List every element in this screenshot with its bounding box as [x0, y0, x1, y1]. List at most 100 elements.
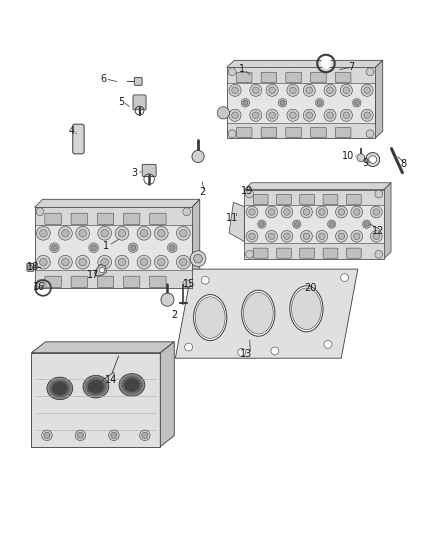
Circle shape — [266, 109, 278, 122]
Circle shape — [361, 109, 373, 122]
FancyBboxPatch shape — [133, 95, 146, 110]
Circle shape — [229, 109, 241, 122]
Circle shape — [252, 112, 259, 118]
Circle shape — [59, 227, 72, 240]
Circle shape — [118, 259, 126, 266]
FancyBboxPatch shape — [323, 248, 338, 258]
Circle shape — [353, 233, 360, 239]
Circle shape — [287, 84, 299, 96]
Polygon shape — [35, 270, 192, 288]
FancyBboxPatch shape — [73, 124, 84, 154]
Circle shape — [366, 152, 380, 166]
Polygon shape — [175, 269, 358, 358]
Circle shape — [180, 259, 187, 266]
Circle shape — [137, 255, 151, 269]
Circle shape — [232, 87, 238, 94]
Polygon shape — [160, 342, 174, 447]
Circle shape — [336, 230, 347, 242]
FancyBboxPatch shape — [286, 127, 301, 138]
Circle shape — [303, 209, 310, 215]
Circle shape — [324, 109, 336, 122]
Ellipse shape — [119, 374, 145, 396]
Text: 1: 1 — [103, 240, 110, 251]
Circle shape — [79, 230, 86, 237]
Text: 14: 14 — [105, 375, 117, 385]
Circle shape — [190, 251, 206, 266]
Circle shape — [318, 209, 325, 215]
Circle shape — [366, 130, 374, 138]
Circle shape — [109, 430, 119, 441]
Circle shape — [341, 274, 349, 281]
Circle shape — [246, 190, 254, 198]
FancyBboxPatch shape — [253, 248, 268, 258]
Text: 2: 2 — [171, 310, 177, 319]
Circle shape — [140, 259, 148, 266]
FancyBboxPatch shape — [300, 248, 314, 258]
Circle shape — [111, 432, 117, 439]
Circle shape — [317, 100, 322, 105]
Polygon shape — [229, 203, 244, 241]
Circle shape — [142, 432, 148, 439]
Circle shape — [361, 84, 373, 96]
Ellipse shape — [242, 290, 275, 336]
Polygon shape — [35, 207, 192, 288]
Polygon shape — [227, 67, 375, 83]
Circle shape — [258, 220, 266, 228]
Circle shape — [59, 255, 72, 269]
Polygon shape — [192, 199, 200, 288]
Text: 1: 1 — [239, 64, 245, 74]
Circle shape — [364, 87, 371, 94]
Ellipse shape — [194, 295, 227, 341]
Circle shape — [266, 206, 277, 218]
Text: 5: 5 — [118, 97, 124, 107]
Circle shape — [266, 84, 278, 96]
Circle shape — [338, 233, 345, 239]
Circle shape — [354, 100, 359, 105]
Circle shape — [340, 109, 353, 122]
Text: 7: 7 — [348, 62, 354, 72]
Circle shape — [201, 276, 209, 284]
Circle shape — [161, 293, 174, 306]
Circle shape — [371, 230, 382, 242]
Circle shape — [246, 230, 258, 242]
Circle shape — [36, 280, 44, 288]
Circle shape — [170, 245, 175, 251]
FancyBboxPatch shape — [311, 72, 326, 83]
FancyBboxPatch shape — [276, 195, 291, 204]
FancyBboxPatch shape — [346, 195, 361, 204]
FancyBboxPatch shape — [71, 213, 88, 225]
Circle shape — [328, 220, 336, 228]
Circle shape — [284, 233, 290, 239]
Circle shape — [303, 233, 310, 239]
Circle shape — [343, 87, 350, 94]
Circle shape — [249, 233, 255, 239]
Polygon shape — [244, 190, 384, 205]
Circle shape — [351, 230, 363, 242]
Circle shape — [183, 280, 191, 288]
Circle shape — [52, 245, 57, 251]
Circle shape — [241, 99, 250, 107]
Circle shape — [76, 227, 89, 240]
Ellipse shape — [83, 375, 109, 398]
FancyBboxPatch shape — [276, 248, 291, 258]
Circle shape — [306, 112, 313, 118]
FancyBboxPatch shape — [45, 213, 61, 225]
FancyBboxPatch shape — [261, 127, 277, 138]
Circle shape — [278, 99, 287, 107]
Circle shape — [36, 208, 44, 216]
Ellipse shape — [49, 379, 71, 398]
FancyBboxPatch shape — [346, 248, 361, 258]
Circle shape — [78, 432, 84, 439]
Circle shape — [183, 208, 191, 216]
Polygon shape — [35, 199, 200, 207]
Circle shape — [140, 430, 150, 441]
Text: 17: 17 — [87, 270, 99, 280]
Ellipse shape — [291, 288, 321, 329]
Polygon shape — [227, 123, 375, 138]
Circle shape — [269, 87, 276, 94]
Circle shape — [39, 259, 47, 266]
Circle shape — [321, 58, 331, 69]
Polygon shape — [244, 244, 384, 259]
Circle shape — [259, 222, 264, 227]
Polygon shape — [375, 60, 383, 138]
